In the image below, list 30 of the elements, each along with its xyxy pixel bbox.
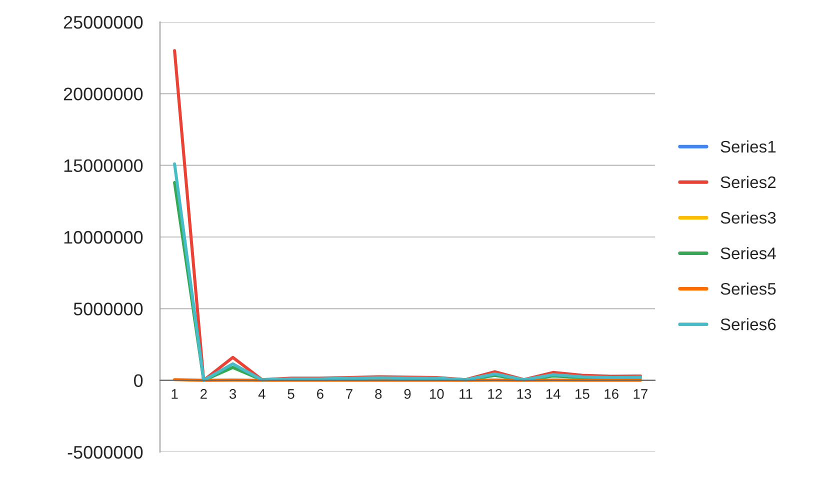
legend-label: Series3: [720, 211, 776, 224]
legend-label: Series5: [720, 282, 776, 295]
x-tick-label: 7: [346, 389, 352, 399]
x-tick-label: 6: [316, 389, 324, 399]
x-tick-label: 15: [576, 389, 590, 399]
x-tick-label: 8: [375, 389, 382, 399]
x-tick-label: 16: [604, 389, 618, 399]
y-tick-label: 5000000: [74, 302, 143, 316]
x-tick-label: 1: [172, 389, 178, 399]
y-tick-label: 20000000: [64, 88, 143, 100]
x-tick-label: 2: [200, 389, 207, 399]
x-tick-label: 4: [258, 389, 266, 399]
x-tick-label: 13: [517, 389, 532, 399]
y-tick-label: 15000000: [64, 159, 143, 172]
x-tick-label: 17: [634, 389, 648, 399]
x-tick-label: 10: [430, 389, 444, 399]
x-tick-label: 3: [229, 389, 236, 399]
x-tick-label: 12: [488, 389, 502, 399]
x-tick-label: 9: [404, 389, 411, 399]
legend-label: Series2: [720, 176, 776, 188]
legend-label: Series6: [720, 318, 776, 330]
legend-label: Series4: [720, 247, 776, 260]
y-tick-label: 10000000: [64, 230, 143, 244]
legend-label: Series1: [720, 140, 776, 153]
y-tick-label: 25000000: [64, 16, 143, 29]
x-tick-label: 5: [288, 389, 294, 399]
x-tick-label: 11: [460, 389, 472, 399]
x-tick-label: 14: [546, 389, 560, 399]
y-tick-label: 0: [134, 374, 143, 388]
y-tick-label: -5000000: [68, 446, 143, 459]
